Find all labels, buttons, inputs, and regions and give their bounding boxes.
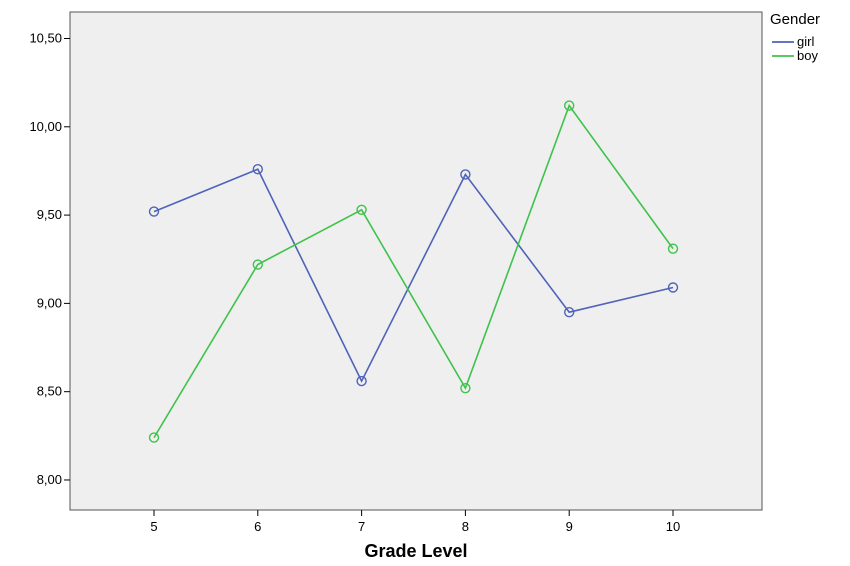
y-tick-label: 10,00 bbox=[29, 119, 62, 134]
legend-title: Gender bbox=[770, 11, 820, 28]
legend-label: girl bbox=[797, 34, 814, 49]
legend-label: boy bbox=[797, 48, 818, 63]
x-tick-label: 6 bbox=[254, 519, 261, 534]
data-point-boy bbox=[148, 432, 160, 443]
y-tick-label: 9,00 bbox=[37, 295, 62, 310]
y-tick-label: 10,50 bbox=[29, 30, 62, 45]
legend-item-boy: boy bbox=[772, 48, 818, 63]
series-line-boy bbox=[153, 103, 674, 439]
plot-area bbox=[69, 11, 763, 511]
series-layer bbox=[148, 100, 679, 443]
y-tick-label: 9,50 bbox=[37, 207, 62, 222]
data-point-boy bbox=[564, 100, 575, 111]
data-point-girl bbox=[252, 163, 263, 175]
x-tick-label: 9 bbox=[566, 519, 573, 534]
series-girl bbox=[148, 163, 679, 387]
data-point-boy bbox=[460, 382, 471, 394]
data-point-girl bbox=[460, 169, 471, 180]
data-point-boy bbox=[667, 243, 679, 254]
x-tick-label: 5 bbox=[150, 519, 157, 534]
data-point-girl bbox=[148, 206, 160, 217]
x-tick-label: 10 bbox=[666, 519, 680, 534]
data-point-girl bbox=[564, 307, 575, 318]
x-tick-label: 7 bbox=[358, 519, 365, 534]
data-point-boy bbox=[252, 259, 263, 270]
y-tick-label: 8,00 bbox=[37, 472, 62, 487]
y-axis: 8,00 8,50 9,00 9,50 10,00 10,50 bbox=[29, 30, 70, 487]
data-point-girl bbox=[667, 282, 679, 293]
series-line-girl bbox=[153, 168, 674, 383]
legend-item-girl: girl bbox=[772, 34, 814, 49]
x-axis: 5 6 7 8 9 10 bbox=[150, 510, 680, 534]
x-axis-title: Grade Level bbox=[364, 541, 467, 561]
data-point-girl bbox=[356, 375, 367, 387]
data-point-boy bbox=[356, 204, 367, 215]
x-tick-label: 8 bbox=[462, 519, 469, 534]
series-boy bbox=[148, 100, 679, 443]
y-tick-label: 8,50 bbox=[37, 384, 62, 399]
